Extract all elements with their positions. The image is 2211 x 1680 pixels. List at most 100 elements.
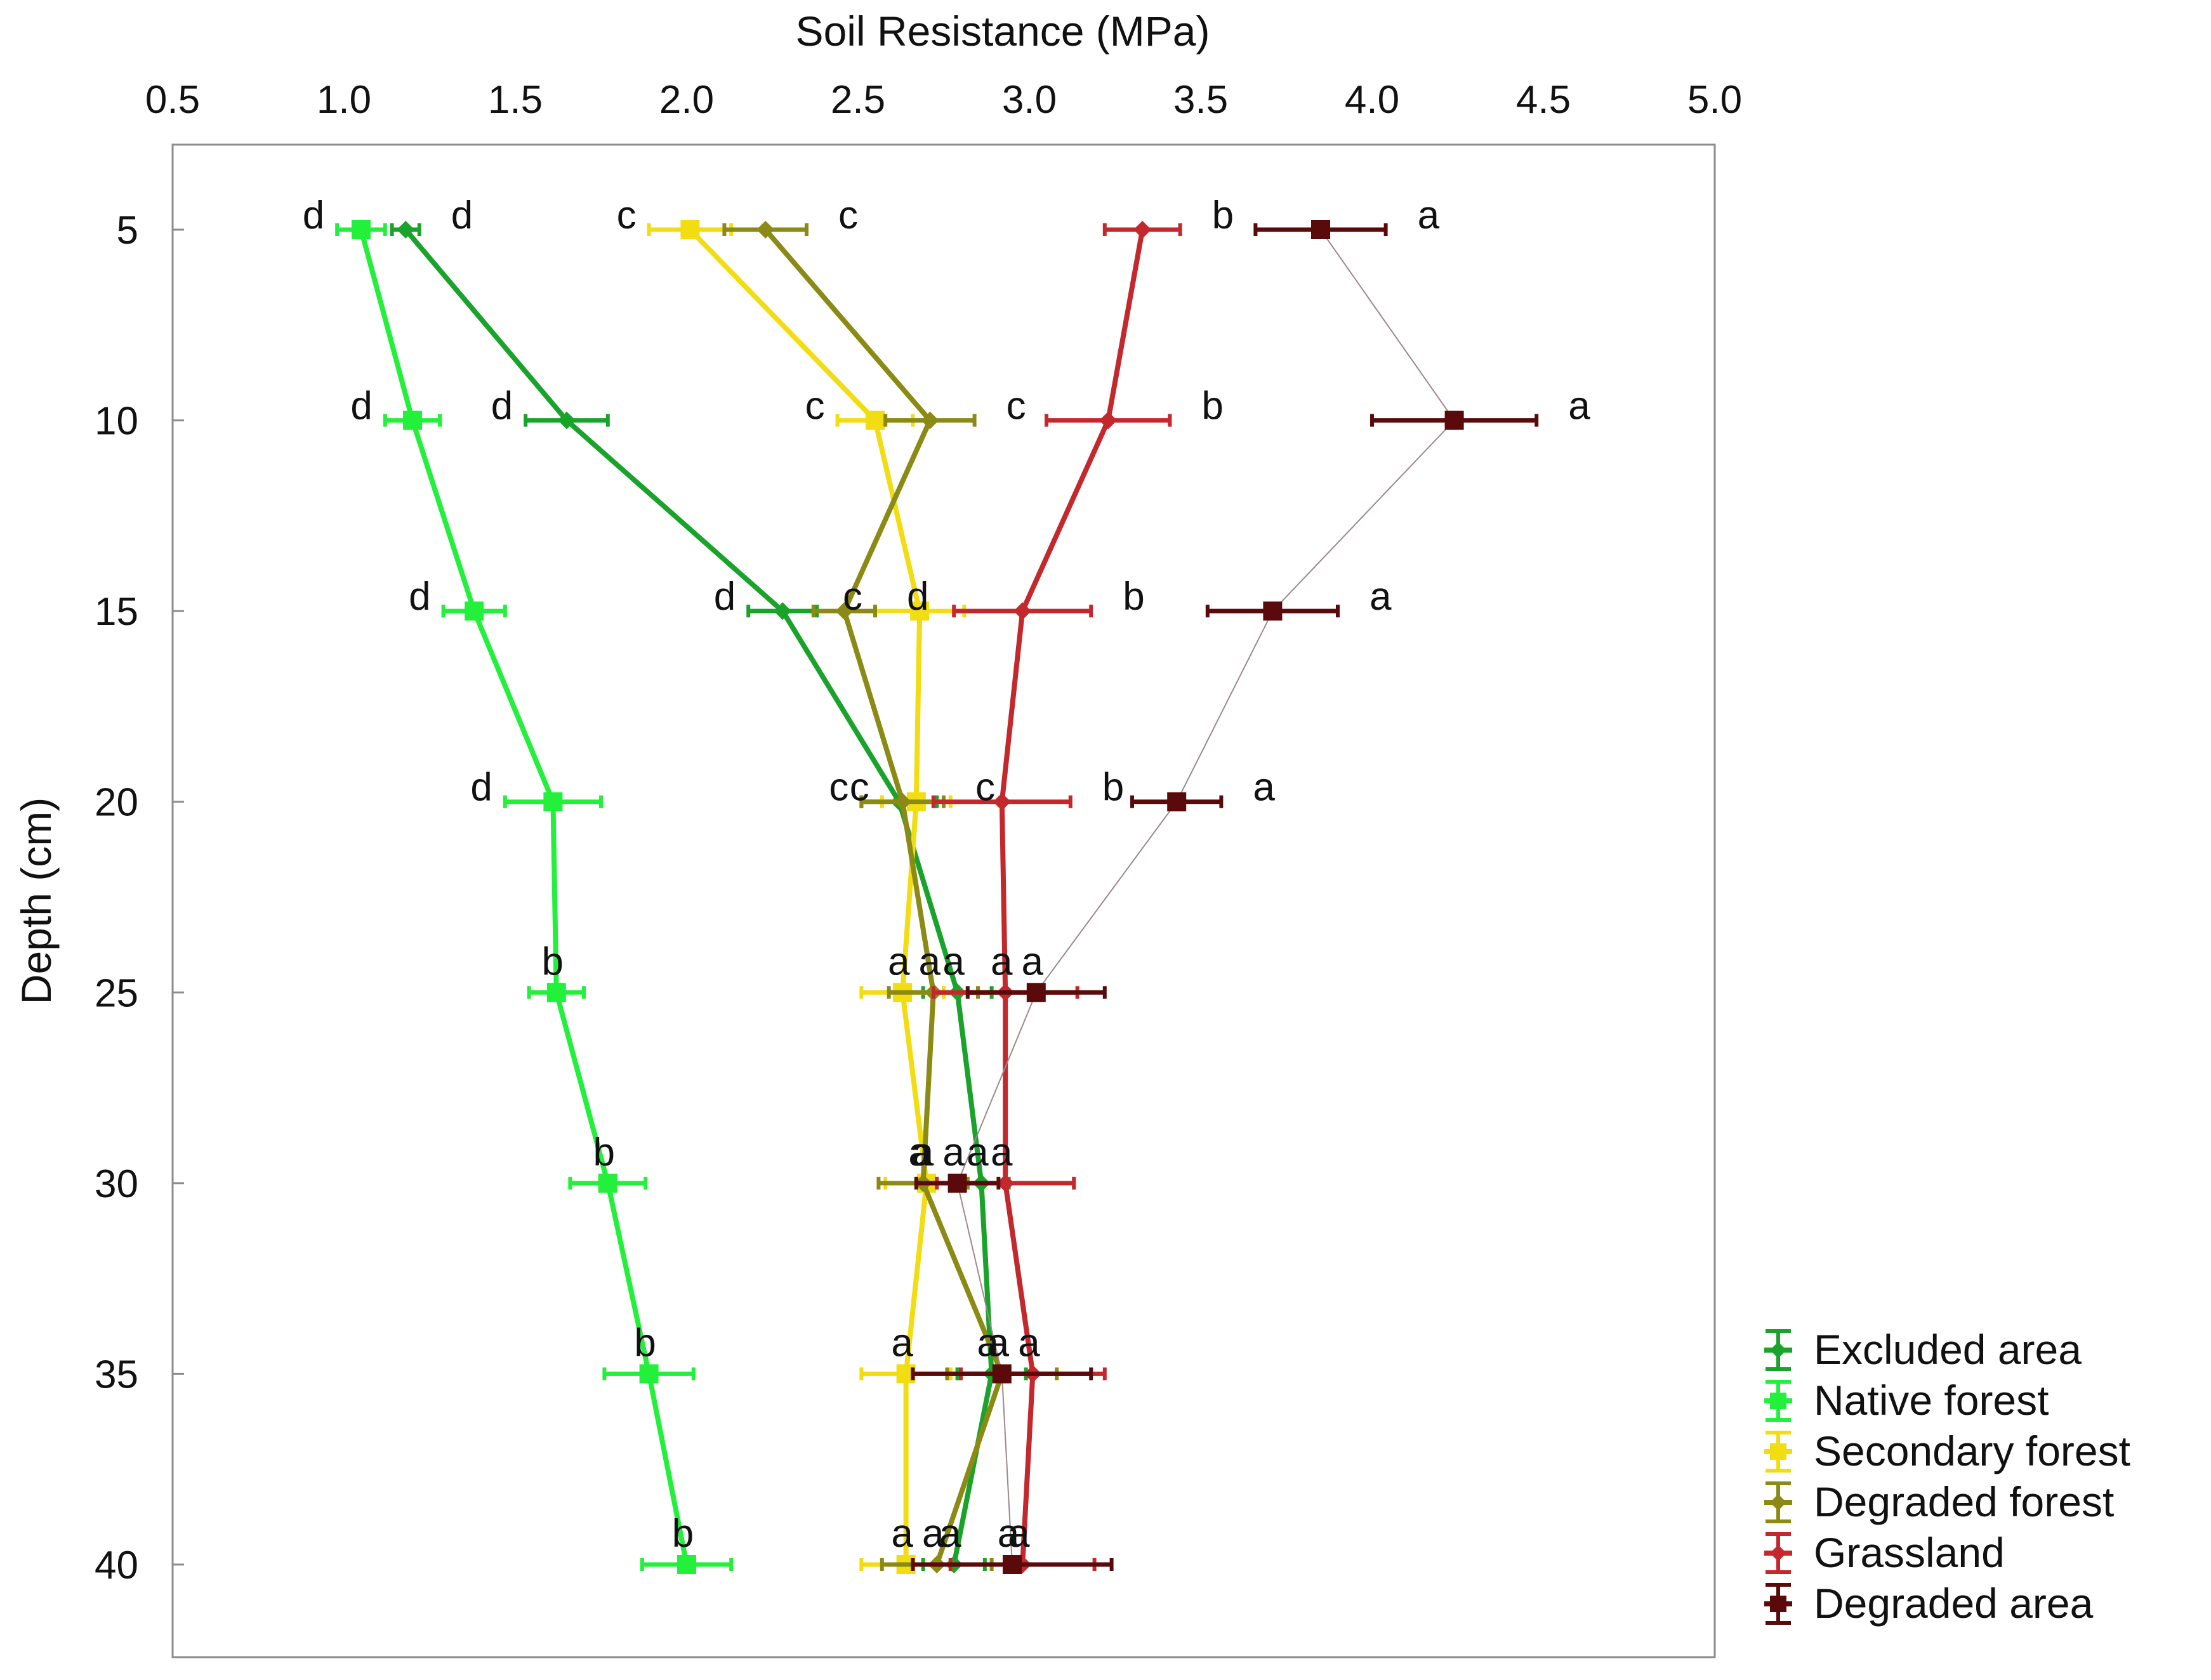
data-point xyxy=(996,1174,1015,1192)
significance-letter: a xyxy=(991,940,1013,983)
series-line xyxy=(688,228,929,1565)
significance-letter: d xyxy=(714,575,736,619)
significance-letter: c xyxy=(838,194,858,237)
significance-letter: a xyxy=(908,1131,930,1174)
legend-marker xyxy=(1770,1494,1786,1511)
legend-label: Native forest xyxy=(1814,1377,2049,1424)
data-point xyxy=(598,1173,617,1193)
series-degraded-area xyxy=(911,220,1539,1574)
y-axis-ticks: 5 10 15 20 25 30 35 40 xyxy=(95,209,184,1587)
significance-letter: d xyxy=(350,384,372,428)
x-axis-ticks: 0.5 1.0 1.5 2.0 2.5 3.0 3.5 4.0 4.5 5.0 xyxy=(145,78,1742,122)
data-point xyxy=(558,411,576,430)
legend-item: Grassland xyxy=(1764,1529,2005,1576)
series-grassland xyxy=(931,221,1182,1573)
legend-label: Excluded area xyxy=(1814,1326,2082,1373)
significance-letter: a xyxy=(891,1321,913,1365)
data-point xyxy=(1167,792,1187,811)
data-point xyxy=(1013,602,1032,620)
legend-label: Degraded forest xyxy=(1814,1478,2114,1525)
significance-letter: b xyxy=(593,1131,615,1174)
legend-item: Degraded area xyxy=(1764,1580,2094,1627)
series-layer xyxy=(335,220,1539,1574)
significance-letter: a xyxy=(1418,194,1440,237)
x-tick-label: 3.5 xyxy=(1173,78,1228,122)
data-point xyxy=(680,220,700,239)
significance-letter: d xyxy=(491,384,513,428)
legend-marker xyxy=(1770,1596,1786,1612)
legend-item: Secondary forest xyxy=(1764,1427,2130,1474)
significance-letter: d xyxy=(470,766,492,810)
significance-letter: a xyxy=(1253,766,1275,810)
x-axis-title: Soil Resistance (MPa) xyxy=(796,8,1210,55)
significance-letter: c xyxy=(975,766,995,810)
significance-letter: d xyxy=(451,194,473,237)
series-native-forest xyxy=(335,220,734,1574)
data-point xyxy=(403,410,422,430)
significance-letter: b xyxy=(1123,575,1144,619)
x-tick-label: 1.0 xyxy=(317,78,371,122)
significance-letter: d xyxy=(303,194,324,237)
legend-label: Secondary forest xyxy=(1814,1427,2130,1474)
significance-letter: b xyxy=(634,1321,656,1365)
legend-item: Degraded forest xyxy=(1764,1478,2114,1525)
significance-letter: a xyxy=(939,1512,961,1556)
y-tick-label: 40 xyxy=(95,1544,138,1587)
significance-letter: a xyxy=(987,1321,1010,1365)
x-tick-label: 5.0 xyxy=(1687,78,1742,122)
data-point xyxy=(910,601,930,621)
legend-marker xyxy=(1770,1545,1786,1561)
x-tick-label: 4.5 xyxy=(1516,78,1571,122)
data-point xyxy=(1311,220,1330,239)
significance-letter: c xyxy=(1006,384,1026,428)
significance-letter: c xyxy=(850,766,869,810)
data-point xyxy=(1026,983,1046,1002)
data-point xyxy=(992,1364,1012,1384)
y-tick-label: 35 xyxy=(95,1353,138,1396)
data-point xyxy=(1444,410,1464,430)
legend-item: Native forest xyxy=(1764,1377,2049,1424)
significance-letter: d xyxy=(907,575,928,619)
data-point xyxy=(1003,1555,1022,1574)
y-tick-label: 25 xyxy=(95,971,138,1015)
significance-letter: a xyxy=(1008,1512,1030,1556)
data-point xyxy=(639,1364,659,1384)
data-point xyxy=(397,221,415,239)
legend-label: Degraded area xyxy=(1814,1580,2094,1627)
data-point xyxy=(894,792,912,811)
significance-letter: a xyxy=(977,1321,999,1365)
data-point xyxy=(1099,411,1118,430)
significance-letter: a xyxy=(888,940,910,983)
significance-letter: c xyxy=(617,194,637,237)
data-point xyxy=(774,602,792,620)
x-tick-label: 3.0 xyxy=(1002,78,1057,122)
x-tick-label: 0.5 xyxy=(145,78,200,122)
significance-letter: a xyxy=(942,940,965,983)
significance-labels: dddcaaaaddddbbbbccccaaaaccdcaaaabbbbaaaa… xyxy=(303,194,1590,1556)
series-line xyxy=(359,228,689,1565)
significance-letter: a xyxy=(1370,575,1392,619)
significance-letter: a xyxy=(987,1321,1010,1365)
significance-letter: a xyxy=(912,1131,934,1174)
legend-marker xyxy=(1770,1342,1786,1358)
data-point xyxy=(756,221,775,239)
data-point xyxy=(546,983,566,1002)
significance-letter: a xyxy=(1022,940,1044,983)
series-line xyxy=(763,228,1005,1566)
significance-letter: b xyxy=(1102,766,1124,810)
x-tick-label: 2.5 xyxy=(831,78,885,122)
significance-letter: a xyxy=(891,1512,913,1556)
significance-letter: a xyxy=(1568,384,1590,428)
significance-letter: c xyxy=(805,384,825,428)
significance-letter: b xyxy=(542,940,564,983)
legend-marker xyxy=(1770,1443,1786,1460)
data-point xyxy=(921,411,939,430)
data-point xyxy=(677,1555,696,1574)
y-tick-label: 20 xyxy=(95,781,138,825)
significance-letter: b xyxy=(672,1512,694,1556)
data-point xyxy=(465,601,484,621)
y-tick-label: 10 xyxy=(95,400,138,443)
x-tick-label: 2.0 xyxy=(659,78,714,122)
significance-letter: a xyxy=(922,1512,944,1556)
